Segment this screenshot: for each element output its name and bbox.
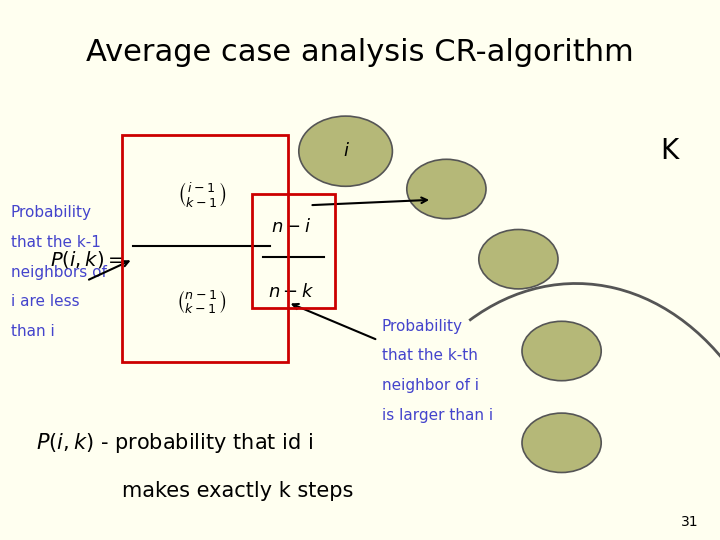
Text: $n-i$: $n-i$ <box>271 218 312 236</box>
Circle shape <box>522 321 601 381</box>
Text: Average case analysis CR-algorithm: Average case analysis CR-algorithm <box>86 38 634 67</box>
Text: that the k-1: that the k-1 <box>11 235 101 250</box>
Text: $n-k$: $n-k$ <box>269 282 315 301</box>
Circle shape <box>522 413 601 472</box>
Text: i: i <box>343 142 348 160</box>
Circle shape <box>407 159 486 219</box>
Text: $P(i,k) = $: $P(i,k) = $ <box>50 249 125 269</box>
Text: makes exactly k steps: makes exactly k steps <box>122 481 354 502</box>
Text: $\binom{n-1}{k-1}$: $\binom{n-1}{k-1}$ <box>176 289 227 316</box>
Text: Probability: Probability <box>382 319 463 334</box>
Text: 31: 31 <box>681 515 698 529</box>
Text: i are less: i are less <box>11 294 79 309</box>
Text: neighbors of: neighbors of <box>11 265 107 280</box>
Circle shape <box>299 116 392 186</box>
Text: than i: than i <box>11 324 55 339</box>
Text: that the k-th: that the k-th <box>382 348 477 363</box>
Text: neighbor of i: neighbor of i <box>382 378 479 393</box>
Text: is larger than i: is larger than i <box>382 408 492 423</box>
Text: Probability: Probability <box>11 205 92 220</box>
Text: $P(i,k)$ - probability that id i: $P(i,k)$ - probability that id i <box>36 431 313 455</box>
Text: $\binom{i-1}{k-1}$: $\binom{i-1}{k-1}$ <box>176 180 227 209</box>
Circle shape <box>479 230 558 289</box>
Text: K: K <box>660 137 679 165</box>
